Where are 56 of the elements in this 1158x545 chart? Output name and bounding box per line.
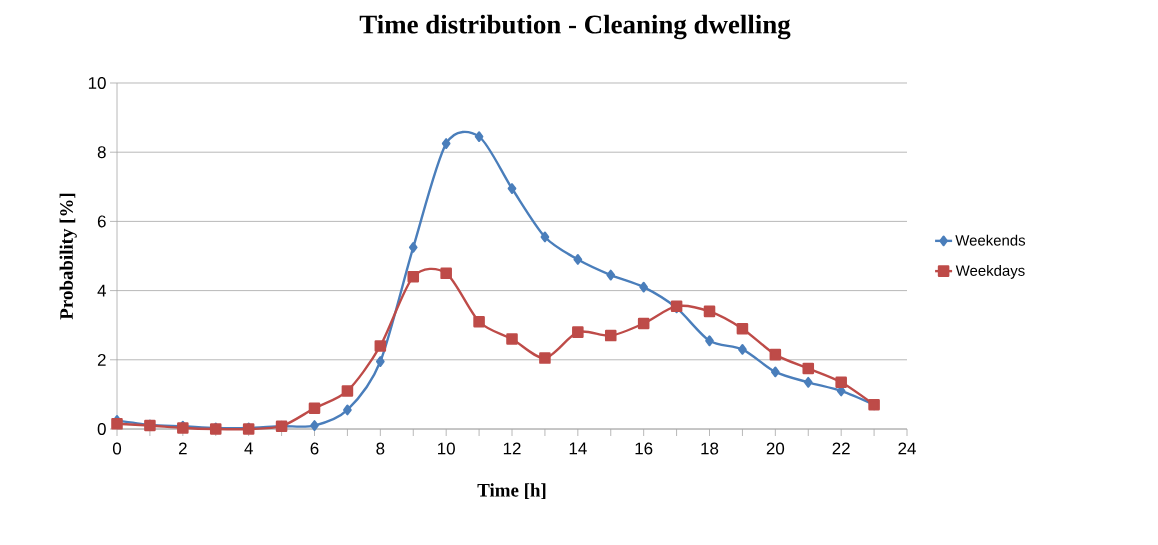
point <box>308 402 321 415</box>
x-tick-label: 4 <box>244 442 253 455</box>
point <box>604 329 617 342</box>
y-tick-label: 8 <box>97 146 106 159</box>
x-tick-label: 10 <box>438 442 455 455</box>
x-tick-label: 0 <box>112 442 122 455</box>
chart-title: Time distribution - Cleaning dwelling <box>359 14 791 40</box>
point <box>440 267 452 280</box>
point <box>407 270 420 283</box>
point <box>771 366 780 378</box>
point <box>572 326 584 338</box>
point <box>639 281 649 293</box>
y-tick-label: 6 <box>97 215 106 228</box>
point <box>802 362 815 375</box>
point <box>539 352 551 364</box>
x-tick-label: 14 <box>569 442 587 455</box>
point <box>506 333 518 345</box>
point <box>310 420 319 431</box>
point <box>803 376 813 388</box>
y-axis-title: Probability [%] <box>59 193 77 320</box>
x-tick-label: 20 <box>766 442 785 455</box>
x-tick-label: 8 <box>376 442 385 455</box>
legend-label: Weekdays <box>955 264 1025 279</box>
x-tick-label: 2 <box>178 442 187 455</box>
point <box>540 231 550 243</box>
point <box>637 317 650 330</box>
point <box>474 131 484 143</box>
point <box>703 305 716 318</box>
point <box>473 315 485 328</box>
x-tick-label: 12 <box>503 442 521 455</box>
y-tick-label: 4 <box>97 284 106 297</box>
point <box>441 138 451 149</box>
x-tick-label: 24 <box>898 442 916 455</box>
x-tick-label: 18 <box>701 442 719 455</box>
x-tick-label: 6 <box>310 442 319 455</box>
y-tick-label: 0 <box>97 423 106 435</box>
point <box>835 376 847 389</box>
point <box>111 418 123 430</box>
point <box>343 404 352 416</box>
point <box>705 335 714 347</box>
point <box>507 183 517 194</box>
point <box>374 340 387 352</box>
point <box>376 356 385 367</box>
x-axis-title: Time [h] <box>477 483 546 500</box>
legend-label: Weekends <box>955 234 1026 246</box>
point <box>606 269 616 281</box>
x-tick-label: 16 <box>635 442 653 455</box>
point <box>769 348 782 361</box>
point <box>408 241 418 253</box>
point <box>341 385 354 397</box>
y-tick-label: 10 <box>88 77 106 89</box>
point <box>736 322 749 335</box>
point <box>573 254 583 265</box>
x-tick-label: 22 <box>832 442 850 455</box>
y-tick-label: 2 <box>97 353 106 366</box>
point <box>738 344 747 355</box>
